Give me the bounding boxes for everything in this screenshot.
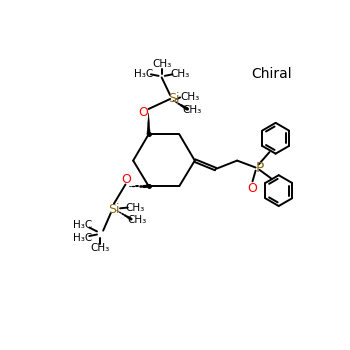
Text: Chiral: Chiral — [251, 67, 292, 81]
Text: CH₃: CH₃ — [182, 105, 201, 115]
Text: O: O — [138, 106, 148, 119]
Text: P: P — [256, 161, 264, 175]
Text: Si: Si — [168, 92, 180, 105]
Polygon shape — [147, 113, 150, 134]
Text: H₃C: H₃C — [134, 69, 153, 79]
Text: H₃C: H₃C — [73, 233, 92, 243]
Text: CH₃: CH₃ — [181, 92, 200, 103]
Text: CH₃: CH₃ — [127, 215, 147, 225]
Text: CH₃: CH₃ — [126, 203, 145, 212]
Text: Si: Si — [108, 203, 120, 216]
Text: O: O — [121, 173, 131, 186]
Text: CH₃: CH₃ — [170, 69, 190, 79]
Text: O: O — [247, 182, 257, 195]
Text: CH₃: CH₃ — [90, 243, 110, 253]
Text: CH₃: CH₃ — [152, 58, 171, 69]
Text: H₃C: H₃C — [73, 220, 92, 230]
